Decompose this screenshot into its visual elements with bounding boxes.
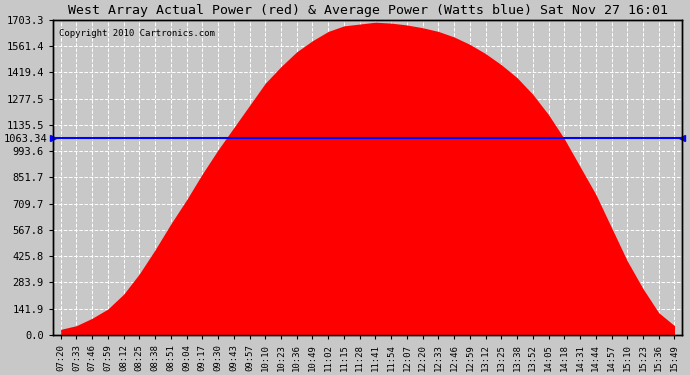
Title: West Array Actual Power (red) & Average Power (Watts blue) Sat Nov 27 16:01: West Array Actual Power (red) & Average … [68, 4, 667, 17]
Text: Copyright 2010 Cartronics.com: Copyright 2010 Cartronics.com [59, 29, 215, 38]
